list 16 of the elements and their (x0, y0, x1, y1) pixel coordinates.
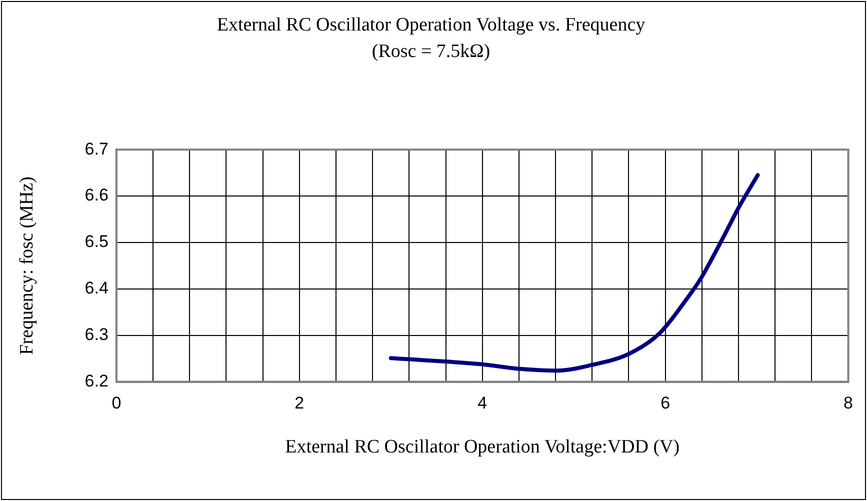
y-tick-label: 6.5 (84, 232, 108, 252)
y-tick-label: 6.7 (84, 139, 108, 158)
y-tick-label: 6.4 (84, 278, 108, 298)
x-tick-label: 2 (294, 394, 304, 413)
x-tick-label: 4 (478, 394, 488, 413)
y-tick-label: 6.6 (84, 186, 108, 205)
x-tick-label: 8 (844, 394, 854, 413)
x-tick-label: 6 (660, 394, 670, 413)
x-tick-label: 0 (112, 394, 122, 413)
chart-subtitle: (Rosc = 7.5kΩ) (372, 41, 490, 62)
y-tick-label: 6.3 (84, 325, 108, 344)
line-series (388, 173, 760, 373)
x-axis-title: External RC Oscillator Operation Voltage:VDD (V) (285, 436, 680, 458)
y-axis-title: Frequency: fosc (MHz) (16, 176, 38, 355)
chart-title: External RC Oscillator Operation Voltage vs. Frequency (216, 14, 646, 36)
y-tick-label: 6.2 (84, 371, 108, 390)
